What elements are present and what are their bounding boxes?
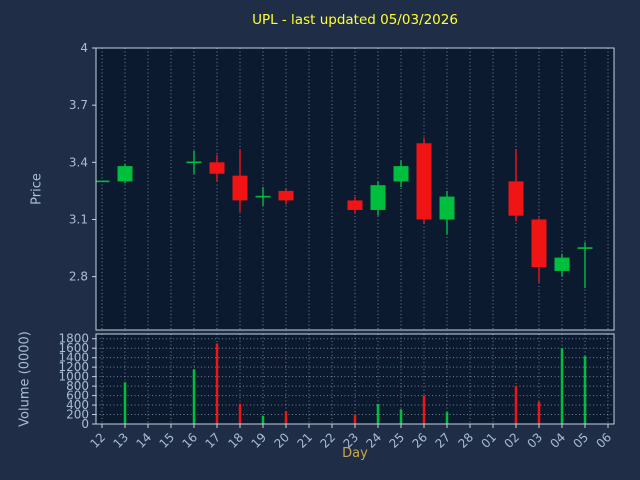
volume-axis-label: Volume (0000) (17, 331, 33, 427)
svg-text:1800: 1800 (58, 332, 89, 346)
chart-title: UPL - last updated 05/03/2026 (252, 12, 458, 28)
svg-text:800: 800 (66, 379, 89, 393)
price-axis-label: Price (29, 173, 45, 205)
svg-text:600: 600 (66, 389, 89, 403)
svg-text:2.8: 2.8 (69, 270, 88, 284)
svg-text:3.7: 3.7 (69, 98, 88, 112)
day-axis-label: Day (342, 446, 368, 461)
svg-text:4: 4 (80, 41, 88, 55)
svg-text:1200: 1200 (58, 360, 89, 374)
svg-text:1400: 1400 (58, 351, 89, 365)
svg-text:0: 0 (81, 417, 89, 431)
svg-text:400: 400 (66, 398, 89, 412)
svg-text:3.1: 3.1 (69, 212, 88, 226)
svg-text:200: 200 (66, 408, 89, 422)
svg-text:1000: 1000 (58, 370, 89, 384)
svg-text:1600: 1600 (58, 341, 89, 355)
svg-text:3.4: 3.4 (69, 155, 88, 169)
